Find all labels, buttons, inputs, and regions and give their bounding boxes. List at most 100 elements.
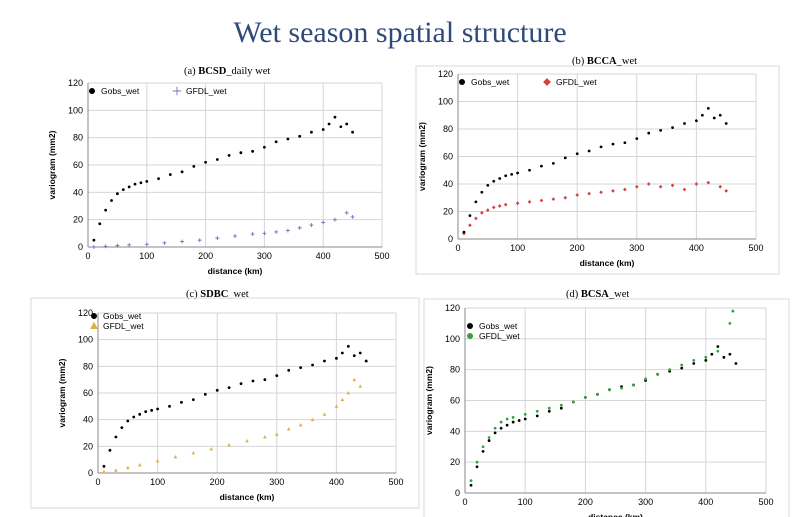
data-point <box>505 423 509 427</box>
data-point <box>180 400 183 404</box>
data-point <box>731 309 735 313</box>
y-tick-label: 80 <box>83 361 93 371</box>
x-tick-label: 0 <box>462 497 467 507</box>
y-tick-label: 60 <box>73 160 83 170</box>
data-point <box>204 160 208 164</box>
data-point <box>103 244 108 249</box>
data-point <box>734 362 738 365</box>
data-point <box>321 220 326 225</box>
data-point <box>563 195 568 200</box>
legend-label: GFDL_wet <box>103 321 144 331</box>
y-tick-label: 120 <box>78 308 93 318</box>
y-tick-label: 60 <box>83 388 93 398</box>
data-point <box>298 423 303 427</box>
data-point <box>139 181 143 185</box>
data-point <box>323 359 326 363</box>
data-point <box>668 368 672 372</box>
page-title: Wet season spatial structure <box>233 16 567 49</box>
legend-marker <box>543 78 551 86</box>
data-point <box>547 406 551 410</box>
y-tick-label: 80 <box>443 124 453 134</box>
data-point <box>485 208 490 212</box>
data-point <box>670 183 675 188</box>
data-point <box>144 242 149 247</box>
y-tick-label: 0 <box>88 468 93 478</box>
data-point <box>671 126 674 130</box>
data-point <box>92 238 96 242</box>
caption-method: BCCA <box>586 56 617 67</box>
data-point <box>498 177 502 180</box>
series-gfdl-wet <box>469 309 735 483</box>
legend-label: Gobs_wet <box>101 86 140 96</box>
data-point <box>286 427 291 431</box>
data-point <box>351 130 354 134</box>
legend-marker <box>467 323 473 329</box>
data-point <box>587 191 591 196</box>
x-tick-label: 100 <box>518 497 533 507</box>
legend-label: Gobs_wet <box>103 311 142 321</box>
data-point <box>298 134 302 138</box>
x-axis-title: distance (km) <box>220 492 275 502</box>
data-point <box>352 377 357 382</box>
data-point <box>468 223 472 228</box>
data-point <box>340 351 344 355</box>
caption-method: BCSA <box>580 289 609 300</box>
data-point <box>346 344 350 348</box>
data-point <box>644 377 647 381</box>
series-gfdl-wet <box>91 210 355 249</box>
data-point <box>108 448 112 452</box>
data-point <box>535 409 539 413</box>
data-point <box>334 404 339 408</box>
data-point <box>523 412 527 416</box>
y-axis-title: variogram (mm2) <box>417 122 427 191</box>
data-point <box>608 388 611 392</box>
data-point <box>133 182 137 186</box>
data-point <box>192 164 196 168</box>
data-point <box>468 214 472 218</box>
caption-method: BCSD <box>198 66 227 77</box>
y-tick-label: 40 <box>83 415 93 425</box>
data-point <box>191 398 195 402</box>
chart-bcsd: 0 100 200 300 400 500 0 20 40 60 80 100 120 distance … <box>47 78 390 276</box>
data-point <box>706 106 710 110</box>
data-point <box>145 180 149 183</box>
data-point <box>635 137 639 141</box>
data-point <box>611 142 615 146</box>
data-point <box>487 436 491 439</box>
legend-marker <box>89 88 95 94</box>
data-point <box>646 182 651 186</box>
data-point <box>333 115 337 119</box>
data-point <box>475 460 479 464</box>
data-point <box>162 240 167 245</box>
x-tick-label: 500 <box>758 497 773 507</box>
data-point <box>127 185 131 189</box>
data-point <box>322 412 327 416</box>
y-tick-label: 100 <box>68 105 83 115</box>
data-point <box>694 182 699 186</box>
data-point <box>510 172 514 176</box>
data-point <box>239 382 243 386</box>
x-tick-label: 400 <box>689 243 704 253</box>
data-point <box>137 463 142 467</box>
data-point <box>493 426 497 430</box>
data-point <box>102 469 106 474</box>
x-tick-label: 100 <box>150 477 165 487</box>
y-tick-label: 20 <box>450 457 460 467</box>
data-point <box>523 417 527 421</box>
y-tick-label: 20 <box>83 441 93 451</box>
data-point <box>263 145 266 149</box>
data-point <box>150 408 154 412</box>
caption-prefix: (a) <box>184 66 199 77</box>
data-point <box>127 242 132 247</box>
data-point <box>227 154 231 157</box>
y-tick-label: 0 <box>78 242 83 252</box>
data-point <box>239 151 243 155</box>
data-point <box>493 431 497 435</box>
chart-frame <box>423 298 790 517</box>
data-point <box>215 158 219 161</box>
data-point <box>704 355 708 359</box>
x-tick-label: 0 <box>455 243 460 253</box>
caption-method: SDBC <box>200 289 229 300</box>
legend-marker <box>90 321 98 329</box>
data-point <box>345 122 349 126</box>
